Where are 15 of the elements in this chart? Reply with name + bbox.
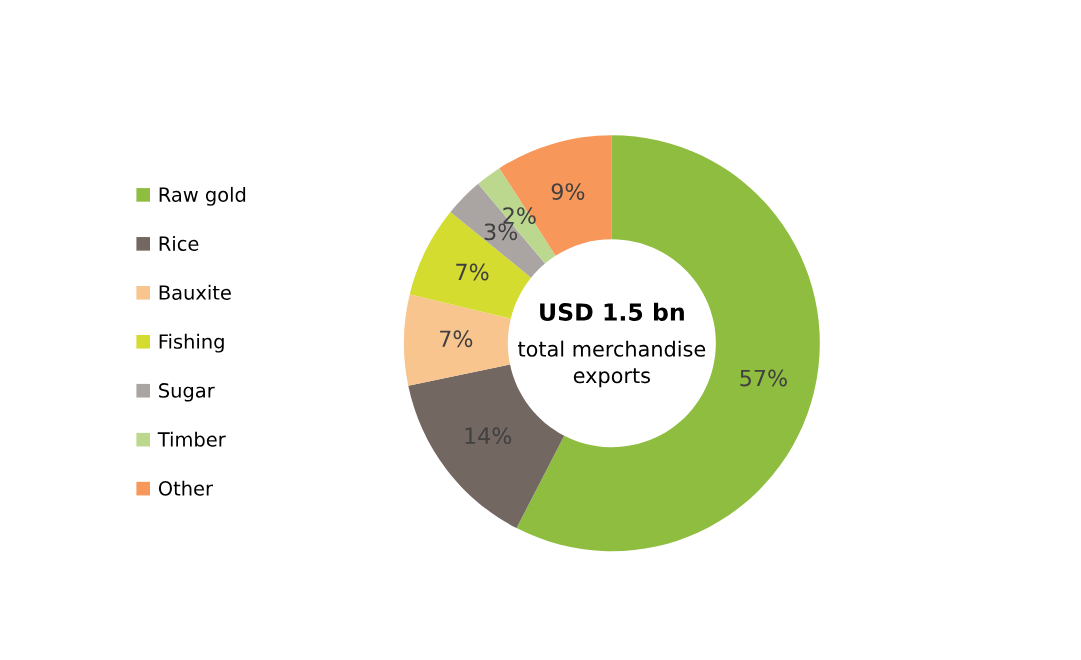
legend-label: Rice <box>159 235 199 251</box>
legend-label: Timber <box>157 431 226 447</box>
legend-label: Other <box>158 480 214 496</box>
data-label: 3% <box>484 223 518 241</box>
data-label: 9% <box>551 183 585 200</box>
legend-label: Sugar <box>159 383 215 402</box>
legend-label: Raw gold <box>159 186 246 206</box>
text: USD 1.5 bn <box>540 302 684 321</box>
legend-label: Bauxite <box>159 284 231 300</box>
data-label: 7% <box>440 330 473 348</box>
data-label: 7% <box>456 263 489 281</box>
legend-label: Fishing <box>159 333 224 353</box>
text: total merchandise exports <box>518 340 706 388</box>
data-label: 2% <box>503 207 536 225</box>
data-label: 57% <box>740 369 787 387</box>
